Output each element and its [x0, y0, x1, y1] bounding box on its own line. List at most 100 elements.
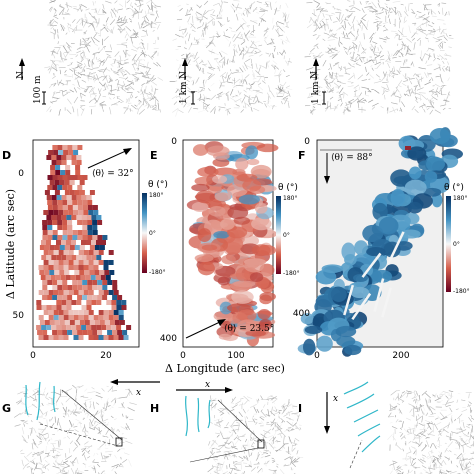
- terrain-stroke: [62, 13, 71, 16]
- terrain-stroke: [69, 89, 74, 93]
- colorbar-title-f: θ (°): [444, 183, 464, 193]
- terrain-stroke: [423, 469, 429, 473]
- heatmap-cell: [41, 240, 46, 245]
- terrain-stroke: [427, 24, 433, 28]
- terrain-stroke: [263, 449, 269, 452]
- terrain-stroke: [190, 7, 193, 11]
- terrain-stroke: [345, 71, 347, 75]
- terrain-stroke: [271, 459, 275, 462]
- terrain-stroke: [62, 83, 68, 86]
- terrain-stroke: [333, 47, 337, 49]
- terrain-stroke: [61, 402, 64, 406]
- terrain-stroke: [81, 409, 84, 412]
- heatmap-cell: [82, 230, 88, 235]
- terrain-stroke: [50, 59, 56, 62]
- terrain-stroke: [439, 85, 445, 92]
- terrain-stroke: [435, 466, 443, 469]
- terrain-stroke: [230, 88, 234, 96]
- terrain-stroke: [39, 408, 44, 415]
- terrain-stroke: [442, 428, 445, 432]
- terrain-stroke: [149, 96, 156, 101]
- terrain-stroke: [361, 101, 366, 104]
- heatmap-cell: [92, 295, 98, 300]
- terrain-stroke: [251, 69, 256, 78]
- heatmap-cell: [58, 265, 64, 270]
- terrain-stroke: [328, 44, 331, 47]
- terrain-stroke: [153, 95, 159, 102]
- terrain-stroke: [406, 94, 410, 97]
- terrain-stroke: [408, 431, 412, 434]
- terrain-stroke: [38, 421, 43, 425]
- terrain-stroke: [415, 30, 418, 33]
- terrain-stroke: [48, 396, 53, 400]
- terrain-stroke: [247, 396, 253, 400]
- terrain-stroke: [447, 422, 450, 429]
- terrain-stroke: [106, 421, 109, 427]
- terrain-stroke: [235, 468, 241, 472]
- terrain-stroke: [468, 417, 472, 422]
- terrain-stroke: [245, 87, 253, 90]
- terrain-stroke: [369, 10, 378, 13]
- heatmap-cell: [61, 240, 66, 245]
- heatmap-cell: [95, 275, 101, 280]
- heatmap-cell: [83, 260, 89, 265]
- terrain-stroke: [109, 84, 113, 87]
- terrain-stroke: [128, 18, 132, 21]
- terrain-stroke: [277, 27, 279, 31]
- terrain-stroke: [283, 406, 285, 412]
- heatmap-cell: [67, 185, 73, 190]
- terrain-stroke: [104, 409, 108, 412]
- terrain-stroke: [429, 90, 437, 93]
- terrain-stroke: [99, 103, 107, 106]
- terrain-stroke: [129, 32, 135, 38]
- terrain-stroke: [54, 29, 56, 35]
- terrain-stroke: [45, 397, 50, 400]
- terrain-stroke: [439, 412, 445, 418]
- terrain-stroke: [398, 85, 402, 88]
- heatmap-cell: [76, 255, 82, 260]
- terrain-stroke: [219, 72, 227, 77]
- terrain-stroke: [274, 428, 283, 432]
- terrain-stroke: [288, 411, 290, 417]
- terrain-stroke: [250, 19, 258, 24]
- terrain-stroke: [365, 66, 367, 72]
- terrain-stroke: [93, 75, 98, 80]
- terrain-stroke: [412, 406, 417, 409]
- terrain-stroke: [240, 109, 244, 113]
- terrain-stroke: [277, 92, 283, 94]
- terrain-stroke: [415, 424, 419, 427]
- terrain-stroke: [308, 52, 311, 55]
- terrain-stroke: [348, 5, 354, 7]
- terrain-stroke: [93, 98, 98, 103]
- heatmap-cell: [112, 285, 118, 290]
- terrain-stroke: [466, 445, 472, 449]
- terrain-stroke: [142, 95, 148, 103]
- heatmap-cell: [72, 285, 78, 290]
- terrain-stroke: [252, 430, 255, 435]
- terrain-stroke: [85, 410, 90, 416]
- terrain-stroke: [91, 8, 97, 10]
- terrain-stroke: [95, 411, 101, 416]
- terrain-stroke: [250, 49, 255, 53]
- terrain-stroke: [432, 458, 436, 463]
- terrain-stroke: [37, 451, 43, 455]
- terrain-stroke: [136, 3, 144, 8]
- terrain-stroke: [86, 429, 89, 434]
- terrain-stroke: [137, 68, 139, 71]
- heatmap-cell: [82, 295, 88, 300]
- terrain-stroke: [58, 471, 64, 474]
- terrain-stroke: [373, 21, 379, 24]
- terrain-stroke: [396, 465, 400, 469]
- terrain-stroke: [218, 106, 226, 109]
- terrain-stroke: [439, 44, 442, 48]
- terrain-stroke: [397, 408, 403, 415]
- terrain-stroke: [232, 417, 236, 419]
- heatmap-cell: [65, 170, 71, 175]
- terrain-stroke: [88, 100, 92, 104]
- terrain-stroke: [250, 40, 255, 48]
- terrain-stroke: [68, 409, 74, 413]
- terrain-stroke: [354, 54, 360, 61]
- terrain-stroke: [275, 449, 280, 452]
- terrain-stroke: [74, 429, 79, 433]
